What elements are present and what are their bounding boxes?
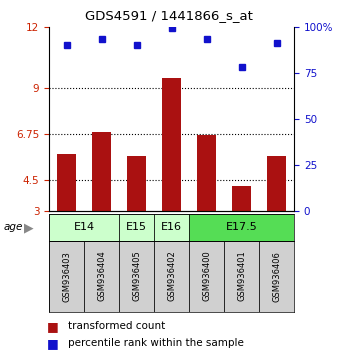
Text: ■: ■ bbox=[47, 320, 59, 333]
Bar bbox=[92, 132, 111, 211]
Text: E17.5: E17.5 bbox=[226, 222, 258, 233]
Text: E15: E15 bbox=[126, 222, 147, 233]
Bar bbox=[49, 241, 84, 312]
Text: GSM936405: GSM936405 bbox=[132, 251, 141, 302]
Bar bbox=[224, 241, 259, 312]
Bar bbox=[127, 156, 146, 211]
Text: E14: E14 bbox=[73, 222, 95, 233]
Text: transformed count: transformed count bbox=[68, 321, 165, 331]
Text: GSM936406: GSM936406 bbox=[272, 251, 281, 302]
Bar bbox=[232, 186, 251, 211]
Text: ■: ■ bbox=[47, 337, 59, 350]
Bar bbox=[154, 241, 189, 312]
Bar bbox=[197, 135, 216, 211]
Bar bbox=[119, 241, 154, 312]
Text: GSM936402: GSM936402 bbox=[167, 251, 176, 302]
Text: GSM936401: GSM936401 bbox=[237, 251, 246, 302]
Text: GSM936403: GSM936403 bbox=[62, 251, 71, 302]
Text: GSM936400: GSM936400 bbox=[202, 251, 211, 302]
Bar bbox=[259, 241, 294, 312]
Bar bbox=[119, 214, 154, 241]
Text: E16: E16 bbox=[161, 222, 182, 233]
Text: GDS4591 / 1441866_s_at: GDS4591 / 1441866_s_at bbox=[85, 9, 253, 22]
Bar bbox=[49, 214, 119, 241]
Text: ▶: ▶ bbox=[24, 221, 34, 234]
Text: GSM936404: GSM936404 bbox=[97, 251, 106, 302]
Bar bbox=[84, 241, 119, 312]
Text: age: age bbox=[4, 222, 23, 233]
Bar bbox=[162, 78, 181, 211]
Bar bbox=[189, 241, 224, 312]
Text: percentile rank within the sample: percentile rank within the sample bbox=[68, 338, 243, 348]
Bar bbox=[267, 156, 286, 211]
Bar bbox=[189, 214, 294, 241]
Bar bbox=[154, 214, 189, 241]
Bar bbox=[57, 154, 76, 211]
